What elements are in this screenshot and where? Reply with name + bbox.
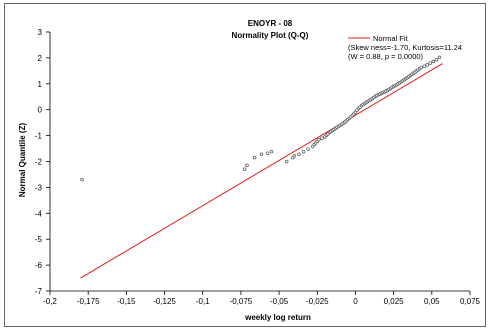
x-tick-label: 0,025 [384,297,405,306]
chart-subtitle: Normality Plot (Q-Q) [232,31,309,40]
x-tick-label: -0,15 [117,297,136,306]
chart-title: ENOYR - 08 [248,19,293,28]
x-tick-label: -0,05 [270,297,289,306]
data-point [301,149,306,154]
y-tick-label: -3 [35,183,43,192]
x-tick-label: -0,175 [77,297,100,306]
data-point [425,63,429,67]
data-point [297,152,301,156]
data-point [422,64,426,68]
x-tick-label: 0,05 [424,297,440,306]
data-point [265,151,270,155]
y-tick-label: -1 [35,132,43,141]
y-tick-label: 1 [38,80,43,89]
data-point [428,61,433,65]
x-tick-label: -0,2 [43,297,57,306]
y-tick-label: -5 [35,235,43,244]
x-tick-label: 0,075 [460,297,481,306]
data-point [242,167,247,172]
x-tick-label: -0,1 [196,297,210,306]
legend-skew-kurt: (Skew ness=-1.70, Kurtosis=11.24 [348,43,462,52]
y-tick-label: -4 [35,209,43,218]
plot-area: -7 -6 -5 -4 -3 -2 -1 0 1 2 3 -0,2 -0,175 -0,15 -0,125 -… [35,28,481,306]
x-tick-label: -0,075 [230,297,253,306]
x-tick-label: -0,125 [153,297,176,306]
legend: Normal Fit (Skew ness=-1.70, Kurtosis=11… [348,34,462,61]
y-tick-label: 2 [38,54,43,63]
data-point [80,177,84,182]
data-point [317,137,321,142]
data-point [292,154,297,158]
y-axis-label: Normal Quantile (Z) [18,123,27,198]
legend-fit-label: Normal Fit [373,34,409,43]
data-point [306,147,310,151]
y-tick-label: -2 [35,158,43,167]
data-point [259,152,264,156]
x-axis-label: weekly log return [244,313,311,322]
y-tick-label: 3 [38,28,43,37]
chart-frame [4,3,486,327]
x-tick-label: 0 [353,297,358,306]
data-point [434,57,439,62]
data-point [245,163,249,168]
data-point [320,136,324,140]
legend-w-p: (W = 0.88, p = 0.0000) [348,52,424,61]
y-tick-label: 0 [38,106,43,115]
normal-fit-line [80,63,443,279]
data-point [252,155,257,160]
y-tick-label: -7 [35,287,43,296]
data-point [419,65,423,70]
x-tick-label: -0,025 [306,297,329,306]
y-tick-label: -6 [35,261,43,270]
data-point [284,159,289,164]
data-point [431,59,436,64]
data-point [437,55,442,60]
data-point [269,149,274,154]
